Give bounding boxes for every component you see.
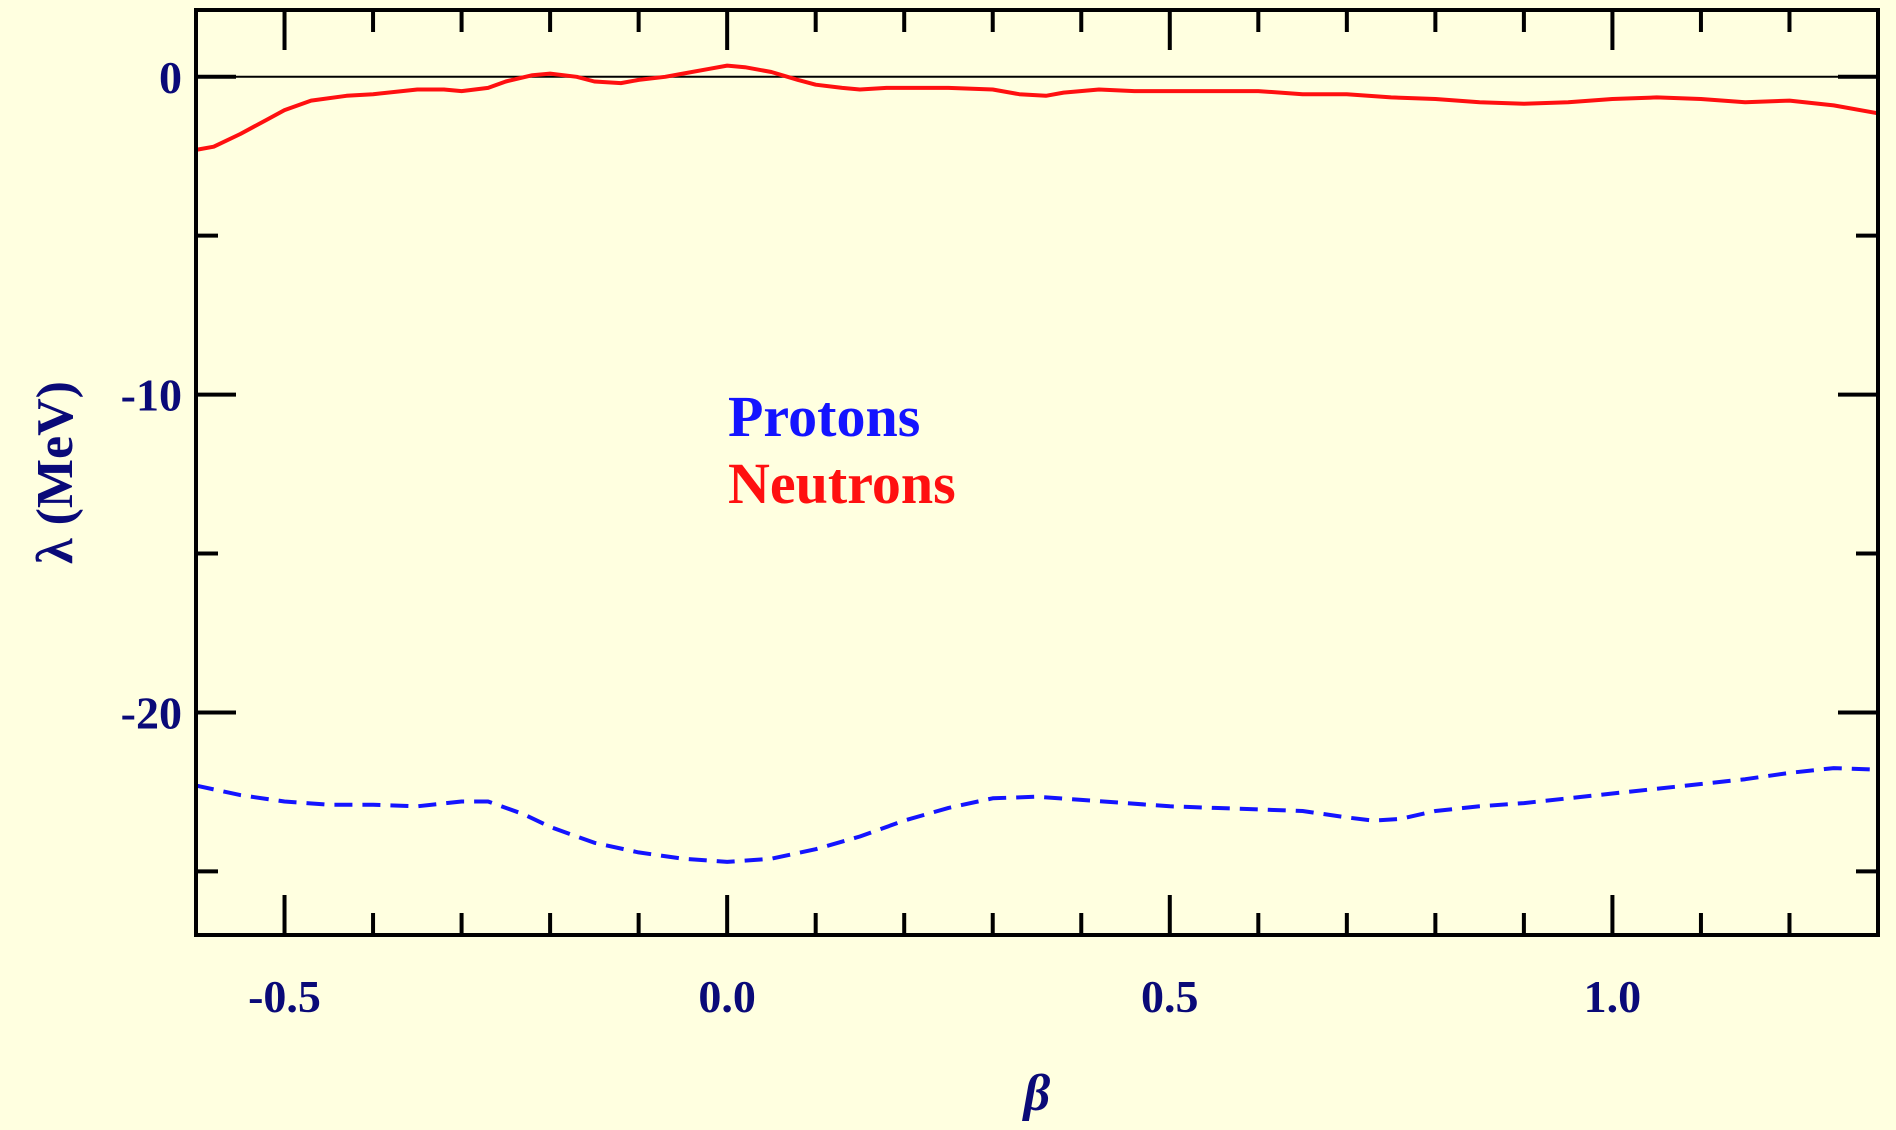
- legend-entry-neutrons: Neutrons: [728, 451, 956, 516]
- plot-frame: [194, 8, 1880, 937]
- y-tick-label: -10: [121, 370, 182, 421]
- y-axis-title: λ (MeV): [27, 381, 84, 564]
- x-tick-label: 1.0: [1584, 971, 1642, 1022]
- x-tick-label: 0.0: [698, 971, 756, 1022]
- series-layer: [195, 63, 1879, 864]
- x-tick-label: -0.5: [248, 971, 321, 1022]
- y-tick-label: 0: [159, 52, 182, 103]
- series-line-neutrons: [195, 63, 1879, 152]
- x-tick-label: 0.5: [1141, 971, 1199, 1022]
- tick-labels-layer: -0.5 0.0 0.5 1.0 0 -10 -20: [121, 52, 1641, 1022]
- ticks-layer: [196, 10, 1878, 935]
- legend-entry-protons: Protons: [728, 384, 920, 449]
- series-line-protons: [195, 766, 1879, 864]
- y-tick-label: -20: [121, 687, 182, 738]
- x-axis-title: β: [1022, 1065, 1051, 1122]
